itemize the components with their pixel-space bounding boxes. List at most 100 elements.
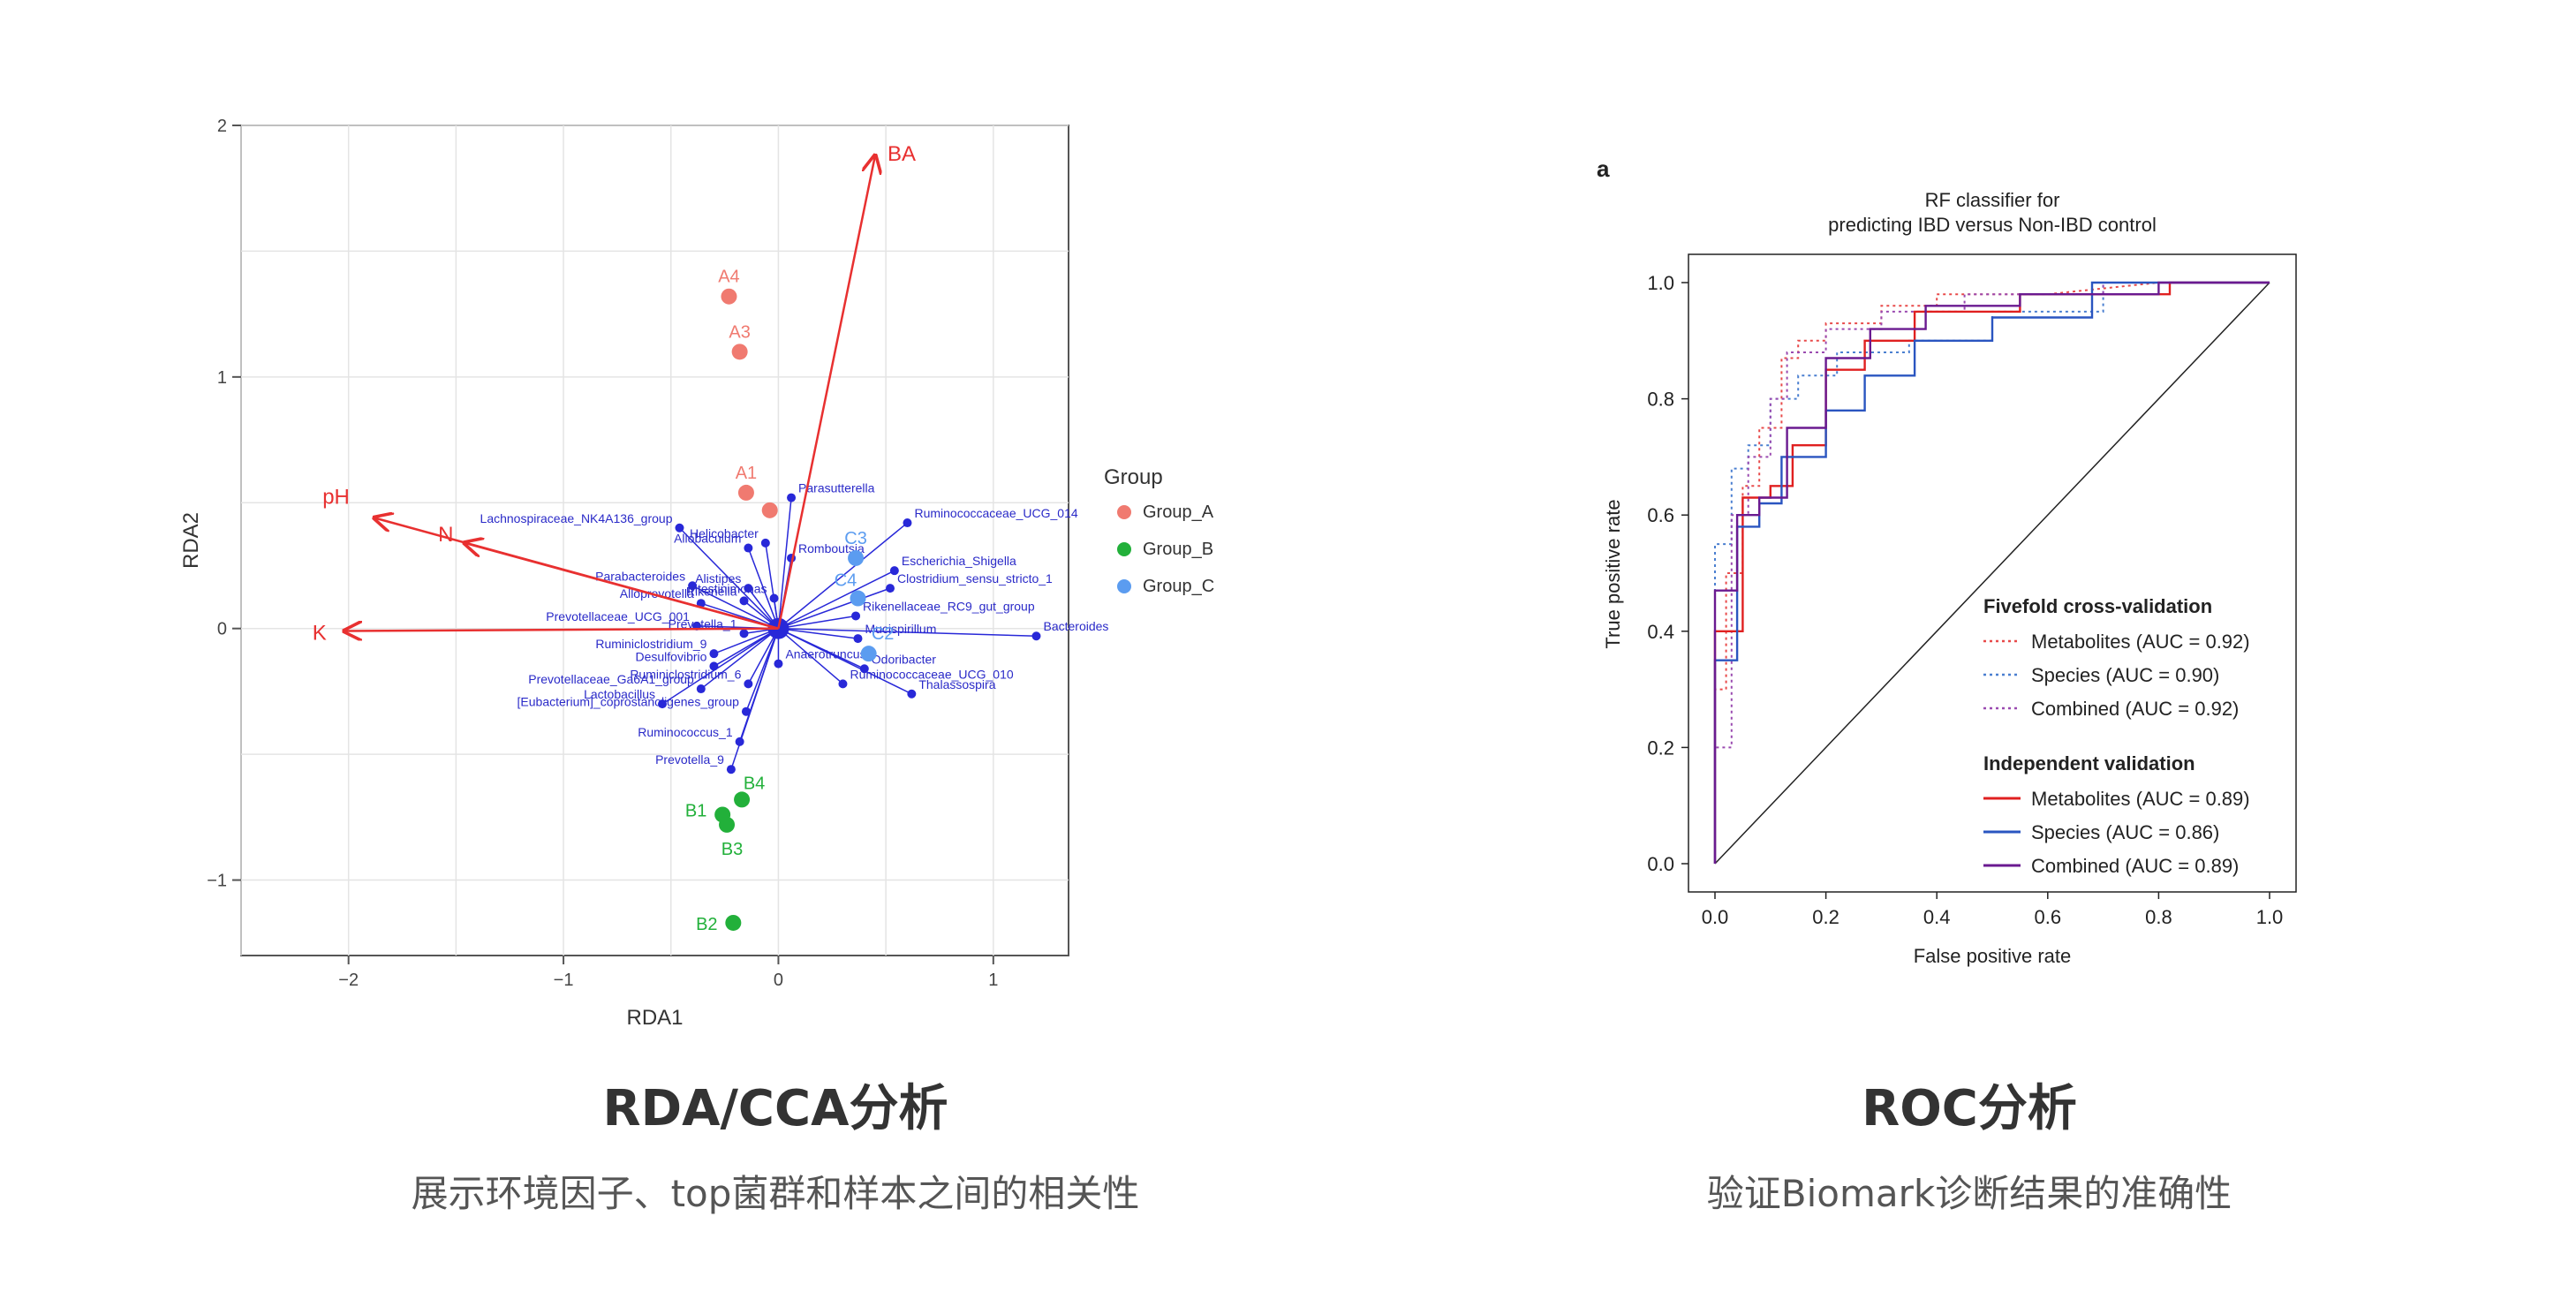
rda-y-tick-label: −1 <box>207 872 227 891</box>
taxon-point <box>675 523 684 533</box>
rda-caption-subtitle: 展示环境因子、top菌群和样本之间的相关性 <box>411 1172 1140 1215</box>
sample-point <box>725 914 742 931</box>
taxon-vector <box>700 628 779 690</box>
taxon-label: Ruminococcus_1 <box>638 725 733 739</box>
roc-y-tick-label: 0.6 <box>1647 504 1674 526</box>
taxon-point <box>907 689 917 699</box>
taxon-label: Bacteroides <box>1043 619 1108 633</box>
taxon-vector <box>777 497 792 629</box>
taxon-label: Escherichia_Shigella <box>902 554 1016 568</box>
taxon-point <box>774 659 783 669</box>
taxon-vector <box>778 627 1037 637</box>
roc-y-tick-label: 0.8 <box>1647 389 1674 411</box>
taxon-point <box>744 584 753 593</box>
roc-x-tick-label: 0.8 <box>2145 906 2172 928</box>
taxon-label: Anaerotruncus <box>785 647 865 661</box>
roc-x-tick-label: 0.0 <box>1702 906 1729 928</box>
rda-x-tick-label: 1 <box>988 971 998 990</box>
env-vector <box>465 543 779 630</box>
roc-series-line <box>1713 281 2270 864</box>
taxon-point <box>709 649 719 659</box>
sample-point <box>721 288 737 305</box>
roc-y-tick-label: 0.0 <box>1647 853 1674 875</box>
taxon-label: Desulfovibrio <box>635 649 706 663</box>
rda-y-tick-label: 0 <box>217 620 227 639</box>
taxon-label: Thalassospira <box>918 677 995 691</box>
roc-caption-title: ROC分析 <box>1862 1080 2077 1137</box>
taxon-point <box>744 543 753 553</box>
taxon-point <box>688 581 698 591</box>
rda-plot-frame <box>240 125 1069 956</box>
roc-x-tick-label: 0.6 <box>2035 906 2062 928</box>
taxon-label: Clostridium_sensu_stricto_1 <box>897 571 1053 586</box>
taxon-point <box>744 679 753 689</box>
taxon-point <box>853 634 863 644</box>
taxon-vector <box>777 628 843 684</box>
taxon-label: Ruminococcaceae_UCG_014 <box>914 506 1077 520</box>
taxon-label: Intestinimonas <box>687 582 767 596</box>
legend-entry: Group_B <box>1143 540 1213 559</box>
legend-entry: Group_A <box>1143 502 1214 522</box>
taxon-vector <box>678 527 779 630</box>
sample-point <box>734 791 751 808</box>
taxon-label: Helicobacter <box>690 526 759 540</box>
rda-y-tick-label: 1 <box>217 368 227 388</box>
taxon-label: Lactobacillus <box>584 687 655 701</box>
sample-point <box>848 549 865 566</box>
taxon-label: Odoribacter <box>872 652 936 666</box>
sample-point <box>731 344 748 360</box>
taxon-point <box>889 566 899 576</box>
taxon-point <box>760 538 770 548</box>
rda-biplot: −2 −1 0 1 −1 0 1 2 RDA1 RDA2 Parasutterella Lachnos… <box>179 117 1214 1030</box>
roc-legend-entry: Species (AUC = 0.90) <box>2031 664 2219 686</box>
taxon-vector <box>778 627 858 639</box>
sample-point <box>737 484 754 501</box>
taxon-label: Ruminiclostridium_9 <box>595 637 706 651</box>
taxon-label: Prevotellaceae_Ga6A1_group <box>528 672 694 686</box>
roc-y-tick-label: 0.4 <box>1647 621 1674 643</box>
roc-legend-group-title: Fivefold cross-validation <box>1983 595 2212 617</box>
roc-x-axis-label: False positive rate <box>1914 945 2072 967</box>
roc-legend-group-title: Independent validation <box>1983 752 2195 774</box>
taxon-label: Prevotella_1 <box>669 616 737 631</box>
taxon-point <box>741 706 751 716</box>
taxon-label: Rikenellaceae_RC9_gut_group <box>863 599 1035 613</box>
sample-point <box>719 816 736 833</box>
rda-x-tick-label: −1 <box>554 971 574 990</box>
taxon-vector <box>778 587 891 630</box>
roc-title-line1: RF classifier for <box>1925 189 2060 211</box>
rda-x-tick-label: 0 <box>774 971 783 990</box>
taxon-vector <box>747 548 780 629</box>
roc-legend-entry: Combined (AUC = 0.89) <box>2031 855 2239 877</box>
taxon-vector <box>730 628 780 770</box>
taxon-vector <box>691 585 779 630</box>
taxon-label: Parabacteroides <box>595 569 685 583</box>
env-vector-label: K <box>313 622 327 646</box>
env-vector-label: pH <box>322 485 350 509</box>
taxon-point <box>726 765 736 774</box>
taxon-vector <box>777 522 908 630</box>
taxon-label: Allobaculum <box>674 532 741 546</box>
roc-y-tick-label: 1.0 <box>1647 272 1674 294</box>
taxon-point <box>739 596 749 606</box>
taxon-label: Prevotellaceae_UCG_001 <box>546 609 690 623</box>
taxon-point <box>739 629 749 638</box>
roc-x-tick-label: 1.0 <box>2256 906 2284 928</box>
sample-point <box>860 646 877 662</box>
taxon-vector <box>714 627 779 654</box>
env-vector-label: N <box>438 523 453 547</box>
taxon-point <box>1031 631 1041 641</box>
env-vector-label: BA <box>888 142 916 166</box>
roc-caption-subtitle: 验证Biomark诊断结果的准确性 <box>1706 1172 2232 1215</box>
taxon-label: Romboutsia <box>798 541 865 555</box>
legend-title: Group <box>1104 465 1163 489</box>
roc-series-line <box>1714 282 2270 864</box>
roc-y-axis-label: True positive rate <box>1602 499 1624 648</box>
roc-curve-chart: a RF classifier for predicting IBD versus … <box>1597 155 2297 967</box>
sample-label: B4 <box>744 774 765 793</box>
taxon-label: [Eubacterium]_coprostanoligenes_group <box>517 695 740 709</box>
taxon-point <box>903 518 912 528</box>
taxon-point <box>838 679 848 689</box>
roc-series-line <box>1714 282 2270 864</box>
taxon-label: Lachnospiraceae_NK4A136_group <box>480 511 673 525</box>
